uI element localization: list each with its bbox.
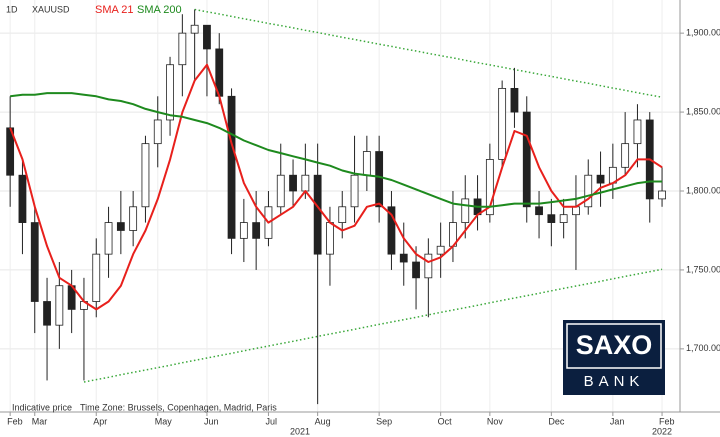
candle-body xyxy=(30,222,39,302)
candle-body xyxy=(239,222,248,239)
candle-body xyxy=(116,222,125,231)
candle-body xyxy=(276,174,285,208)
candle-body xyxy=(301,174,310,192)
candle-body xyxy=(18,174,27,223)
footnote: Indicative price xyxy=(12,402,72,412)
year-label: 2022 xyxy=(652,426,672,436)
candle-body xyxy=(43,301,51,326)
candle-body xyxy=(584,174,593,208)
legend-entry: SMA 200 xyxy=(137,4,182,16)
x-tick-label: May xyxy=(155,416,173,426)
symbol: XAUUSD xyxy=(32,4,70,14)
interval: 1D xyxy=(6,4,18,14)
legend-entry: SMA 21 xyxy=(95,4,134,16)
x-tick-label: Jan xyxy=(610,416,625,426)
logo-top: SAXO xyxy=(576,330,653,360)
candle-body xyxy=(572,206,580,216)
candle-body xyxy=(547,214,556,223)
x-tick-label: Aug xyxy=(315,416,331,426)
candle-body xyxy=(596,174,605,184)
candle-body xyxy=(190,24,199,34)
candle-body xyxy=(252,222,261,239)
candle-body xyxy=(350,174,359,208)
candle-body xyxy=(436,245,445,255)
logo-frame xyxy=(566,323,662,369)
x-tick-label: Dec xyxy=(548,416,565,426)
candle-body xyxy=(227,95,236,239)
candle-body xyxy=(498,87,507,160)
logo-box xyxy=(563,320,665,395)
x-tick-label: Apr xyxy=(93,416,107,426)
candle-body xyxy=(375,151,384,208)
candle-body xyxy=(461,198,470,223)
footnote: Time Zone: Brussels, Copenhagen, Madrid,… xyxy=(80,402,277,412)
candle-body xyxy=(424,253,433,279)
candle-body xyxy=(326,222,334,255)
y-tick-label: 1,800.00 xyxy=(686,185,720,195)
candle-body xyxy=(104,222,113,255)
candle-body xyxy=(387,206,396,255)
year-label: 2021 xyxy=(290,426,310,436)
sma-line xyxy=(9,63,663,311)
candle-body xyxy=(129,206,138,231)
trend-line xyxy=(194,8,663,98)
x-tick-label: Jun xyxy=(204,416,219,426)
candle-body xyxy=(178,32,187,66)
candle-body xyxy=(621,143,630,168)
candle-body xyxy=(92,253,101,302)
candle-body xyxy=(289,174,297,192)
logo-bottom: BANK xyxy=(584,373,645,390)
y-tick-label: 1,700.00 xyxy=(686,343,720,353)
logo: SAXO BANK xyxy=(563,320,665,395)
candle-body xyxy=(633,119,642,145)
candle-body xyxy=(399,253,408,263)
x-tick-label: Nov xyxy=(487,416,504,426)
candle-body xyxy=(485,159,494,216)
y-tick-label: 1,900.00 xyxy=(686,28,720,38)
candle-body xyxy=(141,143,150,208)
candle-body xyxy=(55,285,64,326)
x-tick-label: Mar xyxy=(32,416,48,426)
candle-body xyxy=(153,119,162,145)
candle-body xyxy=(412,261,420,279)
x-tick-label: Feb xyxy=(659,416,675,426)
candle-body xyxy=(6,127,15,176)
sma-line xyxy=(10,92,663,208)
candle-body xyxy=(203,24,211,50)
y-tick-label: 1,750.00 xyxy=(686,264,720,274)
y-tick-label: 1,850.00 xyxy=(686,106,720,116)
candle-body xyxy=(510,87,519,113)
candle-body xyxy=(658,190,666,200)
x-tick-label: Jul xyxy=(265,416,277,426)
candle-body xyxy=(535,206,543,216)
candle-body xyxy=(522,111,531,208)
candle-body xyxy=(559,214,568,223)
candle-body xyxy=(313,174,322,255)
candle-body xyxy=(362,151,371,176)
x-tick-label: Sep xyxy=(376,416,392,426)
candle-body xyxy=(166,64,174,121)
candle-body xyxy=(338,206,347,223)
x-tick-label: Feb xyxy=(7,416,23,426)
x-tick-label: Oct xyxy=(438,416,453,426)
plot-area xyxy=(6,8,666,405)
